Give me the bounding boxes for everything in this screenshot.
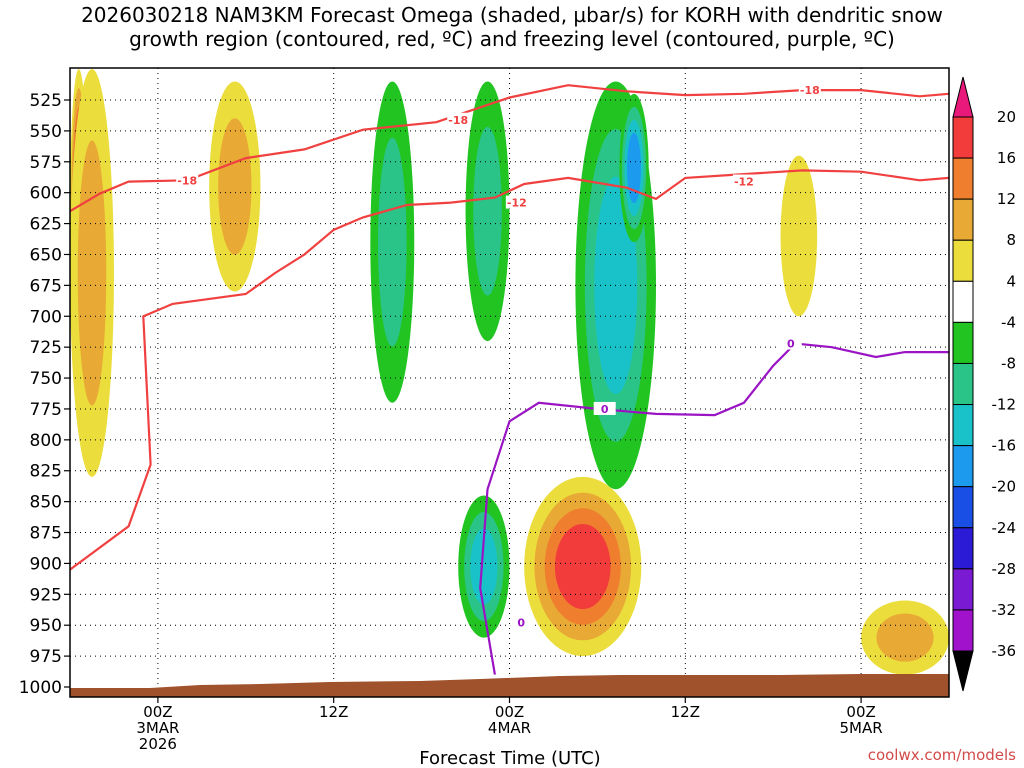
colorbar-segment-7 [952,404,974,447]
colorbar-segment-0 [952,116,974,159]
colorbar-segment-4 [952,280,974,323]
y-tick-label-550: 550 [30,122,62,142]
colorbar-segment-3 [952,239,974,282]
colorbar-label-11: -28 [992,560,1017,578]
y-tick-label-725: 725 [30,338,62,358]
colorbar-segment-9 [952,486,974,529]
colorbar-label-13: -36 [992,642,1017,660]
chart-title-line-2: growth region (contoured, red, ºC) and f… [129,27,895,51]
y-tick-label-950: 950 [30,616,62,636]
contour-label-bg-7 [779,336,802,350]
x-axis-label: Forecast Time (UTC) [419,748,600,768]
omega-region-sinking-band-2-band-1 [473,126,502,296]
x-tick-label-30-0: 00Z [495,703,524,721]
y-tick-label-525: 525 [30,91,62,111]
colorbar-segment-6 [952,362,974,406]
y-tick-label-575: 575 [30,153,62,173]
terrain-ground-strip [70,674,949,697]
colorbar-segment-11 [952,568,974,611]
y-tick-label-650: 650 [30,245,62,265]
colorbar-segment-10 [952,527,974,570]
colorbar-label-7: -12 [992,396,1017,414]
colorbar-label-8: -16 [992,437,1017,455]
x-tick-label-18-0: 12Z [319,703,348,721]
x-tick-label-54-0: 00Z [846,703,875,721]
contour-line-1 [70,169,949,571]
contour-label-6: 0 [601,403,609,416]
colorbar-segment-12 [952,609,974,652]
omega-region-rising-early-column-band-1 [77,140,107,406]
contour-line-0 [70,84,949,213]
y-tick-label-825: 825 [30,462,62,482]
plot-background [70,68,949,697]
y-tick-label-975: 975 [30,647,62,667]
contour-label-3: -12 [507,197,527,210]
colorbar-bottom-arrow [952,650,974,692]
contour-label-bg-1 [447,112,470,126]
contour-label-bg-5 [510,615,533,629]
y-tick-label-600: 600 [30,184,62,204]
contour-label-1: -18 [448,114,468,127]
y-tick-label-775: 775 [30,400,62,420]
contour-label-bg-3 [505,195,528,209]
contour-label-0: -18 [177,174,197,187]
x-tick-label-6-1: 3MAR [136,719,179,737]
contour-label-bg-2 [798,83,821,97]
omega-region-rising-late-band-band-0 [780,155,818,317]
credit-text: coolwx.com/models [868,746,1016,764]
colorbar-label-4: 4 [1006,272,1016,290]
y-tick-label-1000: 1000 [19,678,62,698]
contour-label-bg-0 [176,173,199,187]
colorbar-label-6: -8 [1001,354,1016,372]
y-tick-label-625: 625 [30,215,62,235]
y-tick-label-875: 875 [30,524,62,544]
y-tick-label-925: 925 [30,585,62,605]
colorbar-label-3: 8 [1006,231,1016,249]
colorbar-segment-8 [952,445,974,488]
colorbar-label-10: -24 [992,519,1017,537]
omega-region-sinking-low-level-band-2 [470,528,498,605]
x-tick-label-6-0: 00Z [143,703,172,721]
colorbar-top-arrow [952,76,974,118]
contour-label-4: -12 [734,176,754,189]
contour-label-bg-4 [732,174,755,188]
omega-region-sinking-band-1-band-1 [378,137,407,347]
colorbar-label-2: 12 [997,190,1016,208]
contour-layer: -18 -18 -18 -12 -12 0 0 0 [70,83,949,675]
y-tick-label-675: 675 [30,276,62,296]
contour-label-5: 0 [517,617,525,630]
omega-region-rising-evening-band-band-1 [218,118,252,255]
contour-line-2 [479,342,949,675]
colorbar-label-9: -20 [992,478,1017,496]
colorbar: 20 16 12 8 4 -4 -8 -12 -16 -20 -24 -28 -32 -36 [952,76,1017,692]
y-tick-label-700: 700 [30,307,62,327]
contour-label-bg-6 [593,401,616,415]
omega-region-sinking-core-upper-band-3 [627,132,641,204]
y-tick-label-800: 800 [30,431,62,451]
colorbar-label-1: 16 [997,149,1016,167]
omega-region-rising-late-low-band-1 [876,613,934,662]
x-tick-label-54-1: 5MAR [840,719,883,737]
x-tick-label-30-1: 4MAR [488,719,531,737]
y-tick-label-900: 900 [30,554,62,574]
contour-label-7: 0 [787,337,795,350]
colorbar-segment-5 [952,321,974,364]
colorbar-segment-2 [952,198,974,241]
y-axis: 525 550 575 600 625 650 675 700 725 750 775 800 825 8… [19,91,70,698]
x-tick-label-6-2: 2026 [139,735,177,753]
y-tick-label-850: 850 [30,493,62,513]
colorbar-segment-1 [952,157,974,200]
chart-title-line-1: 2026030218 NAM3KM Forecast Omega (shaded… [81,3,943,27]
y-tick-label-750: 750 [30,369,62,389]
omega-region-rising-low-level-core-band-3 [554,523,611,610]
contour-label-2: -18 [800,84,820,97]
colorbar-label-5: -4 [1001,313,1016,331]
x-tick-label-42-0: 12Z [671,703,700,721]
colorbar-label-12: -32 [992,601,1017,619]
colorbar-label-0: 20 [997,108,1016,126]
